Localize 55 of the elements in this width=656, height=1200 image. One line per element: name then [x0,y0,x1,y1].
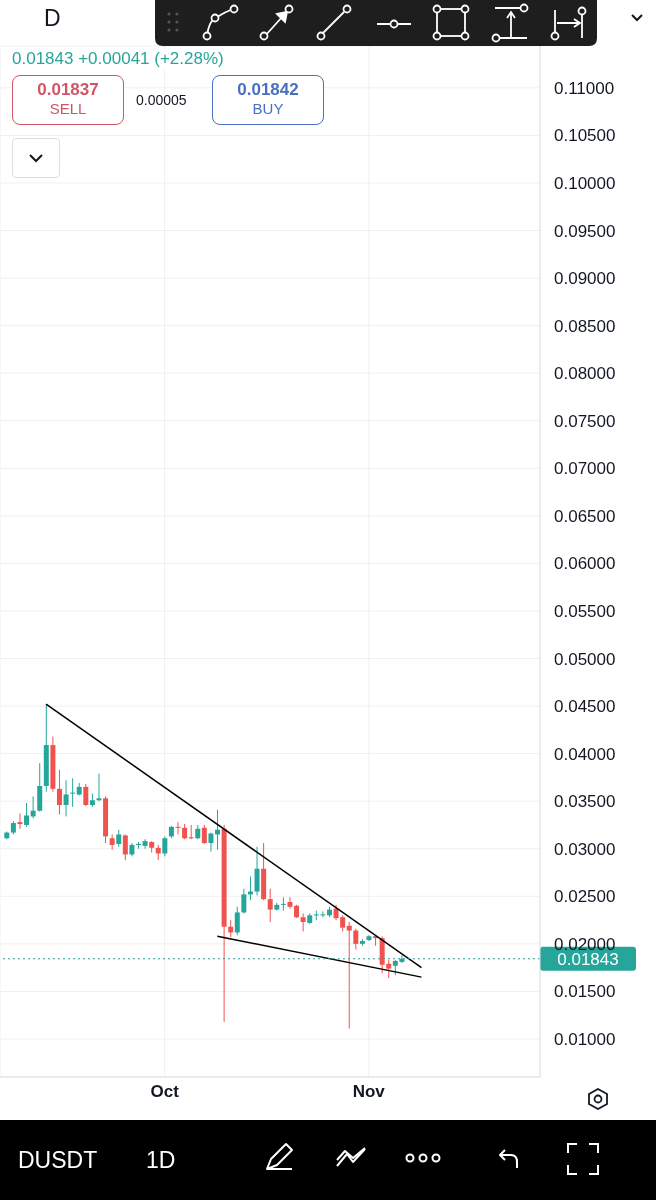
y-tick-label: 0.09500 [554,221,616,241]
candlestick [346,921,352,1029]
y-tick-label: 0.07500 [554,411,616,431]
y-tick-label: 0.08000 [554,364,616,384]
candlestick [353,928,359,951]
y-tick-label: 0.10500 [554,126,616,146]
annotation: 0.01837 [36,80,100,100]
candlestick [208,832,214,853]
ref-line-label: 0.01843 [557,949,619,969]
candlestick [241,888,247,914]
candlestick [188,824,194,840]
candlestick [83,783,89,807]
candlestick [162,835,168,857]
x-tick-label: Nov [352,1082,386,1102]
candlestick [234,906,240,936]
y-tick-label: 0.02500 [554,887,616,907]
candlestick [24,802,30,828]
candlestick [280,896,286,912]
x-tick-label: Oct [150,1082,180,1102]
annotation: 0.00005 [136,92,187,108]
candlestick [142,838,148,850]
y-tick-label: 0.06500 [554,506,616,526]
y-tick-label: 0.06000 [554,554,616,574]
y-tick-label: 0.03500 [554,792,616,812]
y-tick-label: 0.05500 [554,601,616,621]
annotation: BUY [251,100,285,117]
candlestick [56,769,62,815]
y-tick-label: 0.01000 [554,1029,616,1049]
candlestick [267,888,273,923]
annotation: 0.01843 +0.00041 (+2.28%) [12,49,224,69]
y-tick-label: 0.11000 [554,78,615,98]
y-tick-label: 0.03000 [554,839,616,859]
y-tick-label: 0.09000 [554,269,616,289]
annotation: SELL [48,100,88,117]
candlestick [96,773,102,802]
chart-title: D [44,5,61,32]
candlestick [300,912,306,932]
y-tick-label: 0.07000 [554,459,616,479]
y-tick-label: 0.08500 [554,316,616,336]
candlestick [122,833,128,861]
y-tick-label: 0.04000 [554,744,616,764]
text: 1D [146,1147,176,1174]
y-tick-label: 0.05000 [554,649,616,669]
y-tick-label: 0.04500 [554,697,616,717]
candlestick [17,813,23,830]
annotation: 0.01842 [236,80,300,100]
candlestick [287,896,293,910]
candlestick [201,824,207,845]
y-tick-label: 0.10000 [554,173,616,193]
text: DUSDT [18,1147,98,1174]
candlestick [70,777,76,808]
candlestick [254,846,260,896]
candlestick [175,821,181,835]
y-tick-label: 0.01500 [554,982,616,1002]
candlestick [63,779,69,817]
